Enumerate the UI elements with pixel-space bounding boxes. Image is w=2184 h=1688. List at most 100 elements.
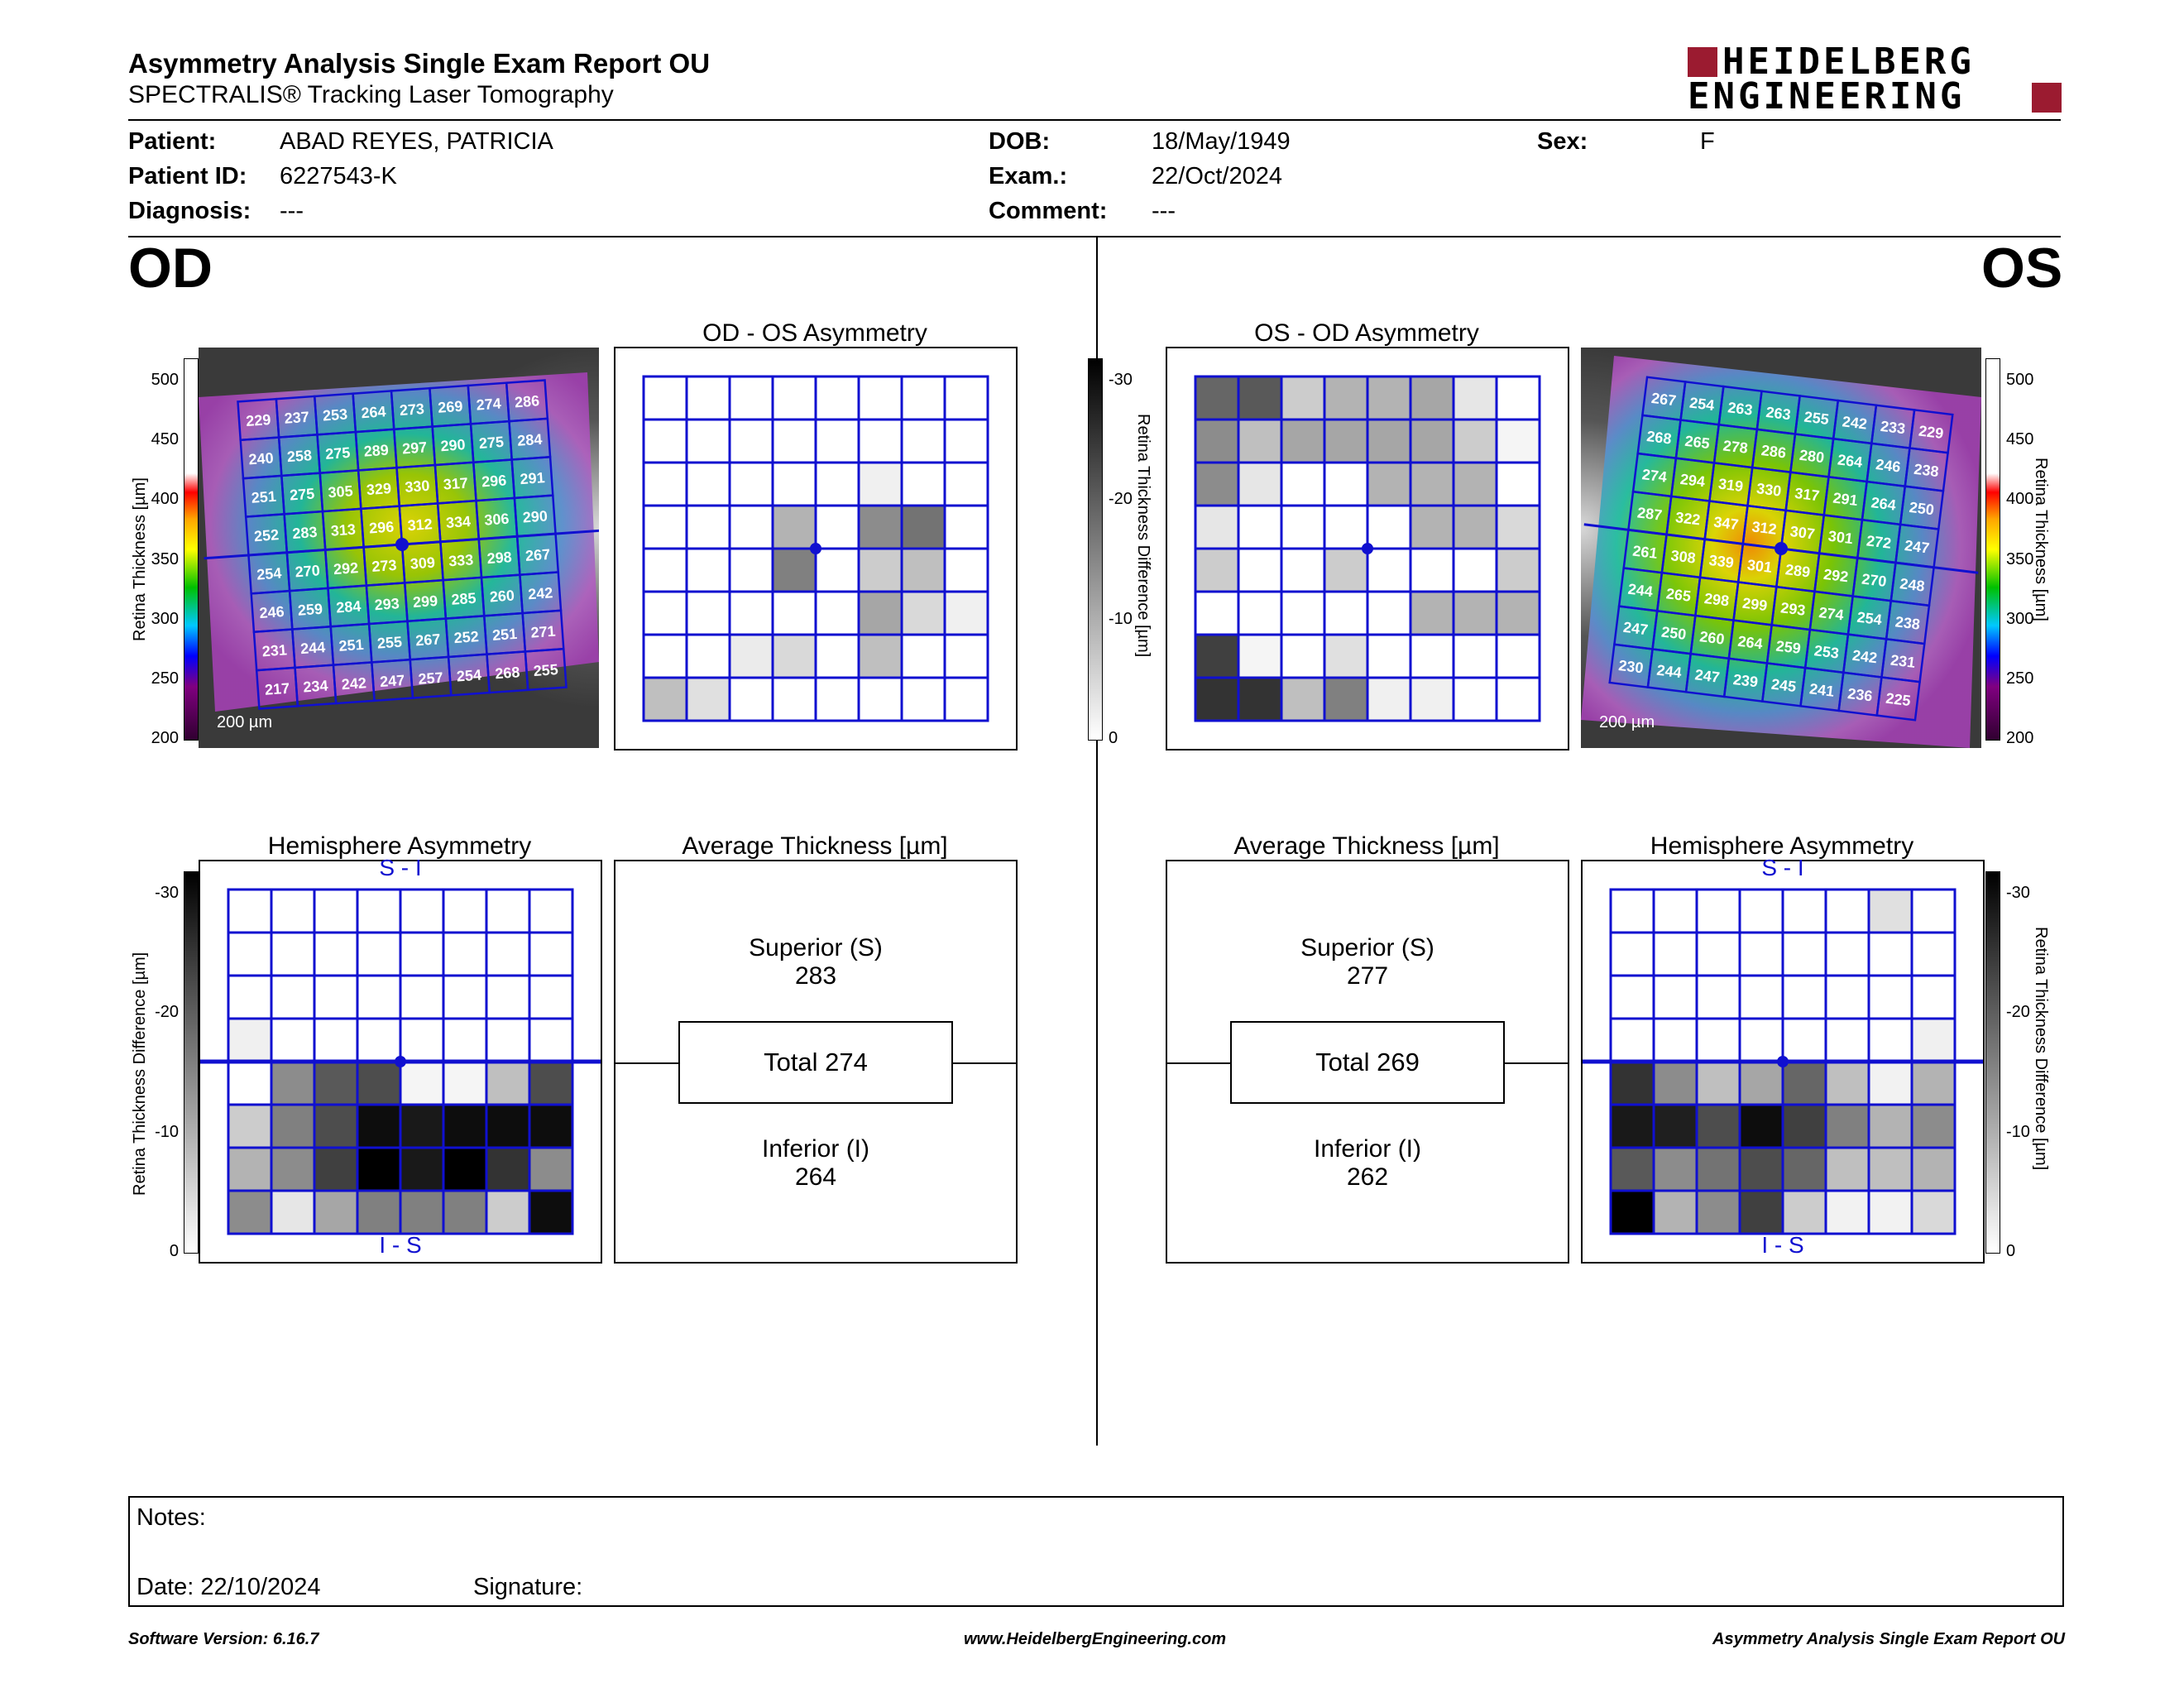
grid-cell — [1452, 375, 1498, 421]
grid-cell — [1867, 974, 1913, 1020]
grid-cell — [1194, 418, 1240, 464]
grid-cell — [399, 1060, 445, 1106]
os-hemi-axis-label: Retina Thickness Difference [µm] — [2032, 927, 2050, 1171]
grid-cell — [1738, 1146, 1784, 1192]
grid-cell — [642, 375, 688, 421]
grid-cell — [1495, 590, 1541, 636]
grid-cell — [1366, 504, 1412, 550]
thickness-value: 265 — [1665, 585, 1692, 605]
logo-line2: ENGINEERING — [1688, 75, 1966, 117]
grid-cell — [227, 974, 273, 1020]
grid-cell — [1495, 375, 1541, 421]
grid-cell — [1495, 418, 1541, 464]
thickness-value: 329 — [366, 480, 391, 498]
thickness-value: 236 — [1846, 685, 1873, 705]
thickness-value: 225 — [1885, 690, 1911, 710]
grid-cell — [528, 974, 574, 1020]
thickness-value: 286 — [1760, 442, 1787, 462]
thickness-value: 265 — [1684, 433, 1711, 453]
thickness-value: 259 — [297, 601, 323, 619]
grid-cell — [685, 418, 731, 464]
thickness-value: 242 — [528, 584, 553, 602]
grid-cell — [1280, 504, 1326, 550]
notes-box[interactable]: Notes: Date: 22/10/2024 Signature: — [128, 1496, 2064, 1607]
grid-cell — [270, 1017, 316, 1063]
grid-cell — [1194, 633, 1240, 679]
grid-cell — [814, 504, 860, 550]
grid-cell — [642, 547, 688, 593]
grid-cell — [728, 375, 774, 421]
grid-cell — [528, 1189, 574, 1235]
thickness-value: 268 — [495, 664, 520, 682]
os-avg-title: Average Thickness [µm] — [1233, 832, 1500, 860]
grid-cell — [1237, 461, 1283, 507]
grid-cell — [356, 1189, 402, 1235]
center-divider — [1096, 237, 1098, 1446]
grid-cell — [642, 504, 688, 550]
exam-label: Exam.: — [989, 163, 1068, 189]
grid-cell — [857, 590, 903, 636]
grid-cell — [1824, 1189, 1870, 1235]
grid-cell — [485, 974, 531, 1020]
grid-cell — [1781, 974, 1827, 1020]
thickness-value: 299 — [1741, 595, 1768, 615]
grid-cell — [1781, 1017, 1827, 1063]
grid-cell — [1495, 461, 1541, 507]
report-subtitle: SPECTRALIS® Tracking Laser Tomography — [128, 81, 614, 108]
thickness-value: 252 — [453, 628, 479, 646]
fovea-center-dot — [1777, 1056, 1789, 1067]
thickness-value: 298 — [1703, 590, 1730, 610]
os-hemi-title: Hemisphere Asymmetry — [1650, 832, 1914, 860]
grid-cell — [857, 547, 903, 593]
thickness-value: 347 — [1712, 514, 1739, 534]
axis-tick-label: 0 — [1109, 729, 1118, 747]
thickness-value: 245 — [1770, 676, 1797, 696]
grid-cell — [1409, 375, 1455, 421]
grid-cell — [227, 888, 273, 934]
grid-cell — [685, 504, 731, 550]
thickness-value: 247 — [1622, 619, 1649, 639]
thickness-value: 252 — [253, 526, 279, 544]
thickness-value: 253 — [322, 405, 347, 424]
thickness-value: 278 — [1722, 437, 1749, 457]
grid-cell — [900, 375, 946, 421]
comment-label: Comment: — [989, 198, 1108, 224]
thickness-value: 238 — [1913, 461, 1939, 481]
axis-tick-label: 500 — [151, 371, 179, 389]
grid-cell — [1867, 1189, 1913, 1235]
axis-tick-label: 300 — [2006, 609, 2034, 628]
od-inferior-label: Inferior (I) — [761, 1135, 870, 1163]
grid-cell — [528, 931, 574, 977]
os-hemi-panel: S - I I - S — [1581, 855, 1985, 1264]
grid-cell — [1609, 1060, 1655, 1106]
logo-line1: HEIDELBERG — [1722, 41, 1975, 83]
thickness-value: 284 — [336, 597, 362, 616]
fovea-center-dot — [395, 1056, 406, 1067]
grid-cell — [1280, 418, 1326, 464]
grid-cell — [399, 1146, 445, 1192]
axis-tick-label: 350 — [2006, 549, 2034, 568]
thickness-value: 250 — [1909, 499, 1935, 519]
thickness-value: 312 — [1751, 518, 1778, 538]
grid-cell — [1738, 931, 1784, 977]
grid-cell — [356, 931, 402, 977]
grid-cell — [728, 547, 774, 593]
grid-cell — [356, 1060, 402, 1106]
grid-cell — [227, 1146, 273, 1192]
grid-cell — [270, 1060, 316, 1106]
grid-cell — [1738, 1017, 1784, 1063]
grid-cell — [1323, 676, 1369, 722]
logo-red-square-icon — [1688, 47, 1717, 77]
thickness-value: 247 — [1694, 666, 1721, 686]
os-hemi-top-label: S - I — [1761, 855, 1804, 880]
grid-cell — [1695, 1060, 1741, 1106]
grid-cell — [814, 418, 860, 464]
dob-value: 18/May/1949 — [1152, 128, 1291, 155]
axis-tick-label: -30 — [1109, 371, 1133, 389]
grid-cell — [943, 504, 989, 550]
thickness-value: 260 — [489, 587, 515, 605]
thickness-value: 334 — [445, 513, 471, 531]
thickness-value: 258 — [286, 447, 312, 465]
thickness-value: 273 — [371, 557, 397, 575]
thickness-value: 319 — [1717, 476, 1744, 496]
